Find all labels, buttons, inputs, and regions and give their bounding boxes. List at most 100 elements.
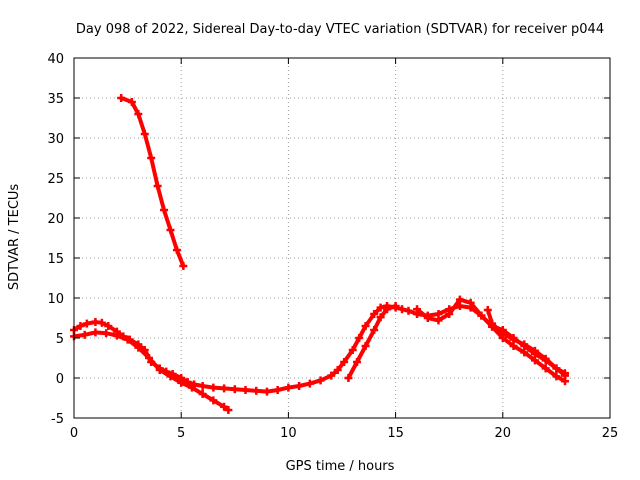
data-point-trace-f (530, 346, 539, 355)
data-point-trace-c (177, 378, 186, 387)
data-point-trace-c (91, 328, 100, 337)
data-point-trace-b (327, 371, 336, 380)
data-point-trace-d (361, 342, 370, 350)
data-point-trace-e (477, 311, 486, 320)
data-point-trace-b (76, 322, 85, 330)
data-point-trace-e (466, 298, 475, 307)
data-point-trace-b (333, 366, 342, 374)
data-point-trace-e (434, 316, 443, 325)
data-point-trace-a (166, 226, 175, 234)
data-point-trace-e (552, 372, 561, 381)
y-tick-label: 10 (47, 292, 64, 307)
y-tick-label: -5 (51, 412, 64, 427)
data-point-trace-b (348, 346, 357, 354)
data-point-trace-b (273, 386, 282, 394)
y-axis-label: SDTVAR / TECUs (7, 184, 22, 291)
data-point-trace-b (295, 382, 304, 390)
data-point-trace-e (445, 310, 454, 318)
data-point-trace-f (488, 319, 497, 328)
data-point-trace-c (187, 383, 196, 392)
data-point-trace-b (398, 305, 407, 314)
data-point-trace-d (376, 313, 385, 322)
data-point-trace-f (520, 340, 529, 349)
series-layer (70, 94, 569, 414)
y-tick-label: 30 (47, 132, 64, 147)
data-point-trace-a (179, 262, 188, 270)
data-point-trace-a (117, 94, 126, 102)
data-point-trace-b (82, 319, 91, 328)
data-point-trace-b (209, 383, 218, 392)
data-point-trace-b (316, 376, 325, 385)
data-point-trace-b (376, 303, 385, 312)
data-point-trace-e (520, 348, 529, 357)
data-point-trace-a (134, 110, 143, 118)
data-point-trace-b (370, 310, 379, 318)
data-point-trace-c (155, 366, 164, 374)
data-point-trace-d (353, 358, 362, 366)
data-point-trace-c (224, 406, 233, 414)
data-point-trace-f (552, 364, 561, 373)
data-point-trace-d (383, 305, 392, 314)
data-point-trace-b (305, 379, 314, 388)
x-axis-label: GPS time / hours (286, 459, 395, 474)
data-point-trace-e (413, 305, 422, 314)
data-point-trace-b (104, 322, 113, 330)
x-tick-label: 0 (70, 426, 78, 441)
data-point-trace-c (145, 354, 154, 362)
data-point-trace-f (483, 306, 492, 314)
grid-layer (74, 58, 610, 418)
x-tick-label: 10 (280, 426, 297, 441)
data-point-trace-f (541, 354, 550, 363)
data-point-trace-a (140, 130, 149, 138)
y-tick-label: 0 (56, 372, 64, 387)
y-tick-label: 40 (47, 52, 64, 67)
data-point-trace-b (355, 334, 364, 342)
data-point-trace-b (404, 306, 413, 315)
x-tick-label: 20 (495, 426, 512, 441)
data-point-trace-a (153, 182, 162, 190)
y-tick-label: 20 (47, 212, 64, 227)
data-point-trace-b (241, 386, 250, 394)
plot-frame (73, 57, 611, 419)
data-point-trace-e (455, 295, 464, 304)
x-tick-label: 5 (177, 426, 185, 441)
x-tick-label: 15 (387, 426, 404, 441)
data-point-trace-e (541, 364, 550, 373)
data-point-trace-c (80, 330, 89, 339)
data-point-trace-c (166, 372, 175, 381)
tick-layer: 0 5 10 15 20 25 -5 0 5 10 15 20 25 30 35 40 (47, 52, 618, 441)
data-point-trace-c (198, 390, 207, 398)
data-point-trace-c (134, 343, 143, 352)
data-point-trace-b (198, 382, 207, 390)
data-point-trace-c (220, 402, 229, 411)
data-point-trace-d (391, 302, 400, 310)
data-point-trace-c (123, 335, 132, 344)
data-point-trace-e (423, 314, 432, 322)
data-point-trace-b (220, 384, 229, 393)
series-line-trace-a (119, 96, 186, 268)
series-line-trace-c (72, 330, 231, 412)
data-point-trace-b (252, 386, 261, 395)
y-tick-label: 35 (47, 92, 64, 107)
data-point-trace-c (112, 331, 121, 340)
y-tick-label: 5 (56, 332, 64, 347)
data-point-trace-c (209, 396, 218, 405)
data-point-trace-e (530, 356, 539, 365)
data-point-trace-e (560, 377, 569, 386)
data-point-trace-a (147, 154, 156, 162)
data-point-trace-f (498, 329, 507, 338)
y-tick-label: 25 (47, 172, 64, 187)
data-point-trace-d (370, 326, 379, 334)
data-point-trace-b (361, 322, 370, 330)
data-point-trace-b (284, 383, 293, 392)
x-tick-label: 25 (602, 426, 619, 441)
data-point-trace-a (160, 206, 169, 214)
data-point-trace-f (560, 369, 569, 378)
data-point-trace-f (509, 335, 518, 344)
data-point-trace-d (344, 374, 353, 382)
data-point-trace-a (127, 98, 136, 106)
y-tick-label: 15 (47, 252, 64, 267)
data-point-trace-b (340, 358, 349, 366)
